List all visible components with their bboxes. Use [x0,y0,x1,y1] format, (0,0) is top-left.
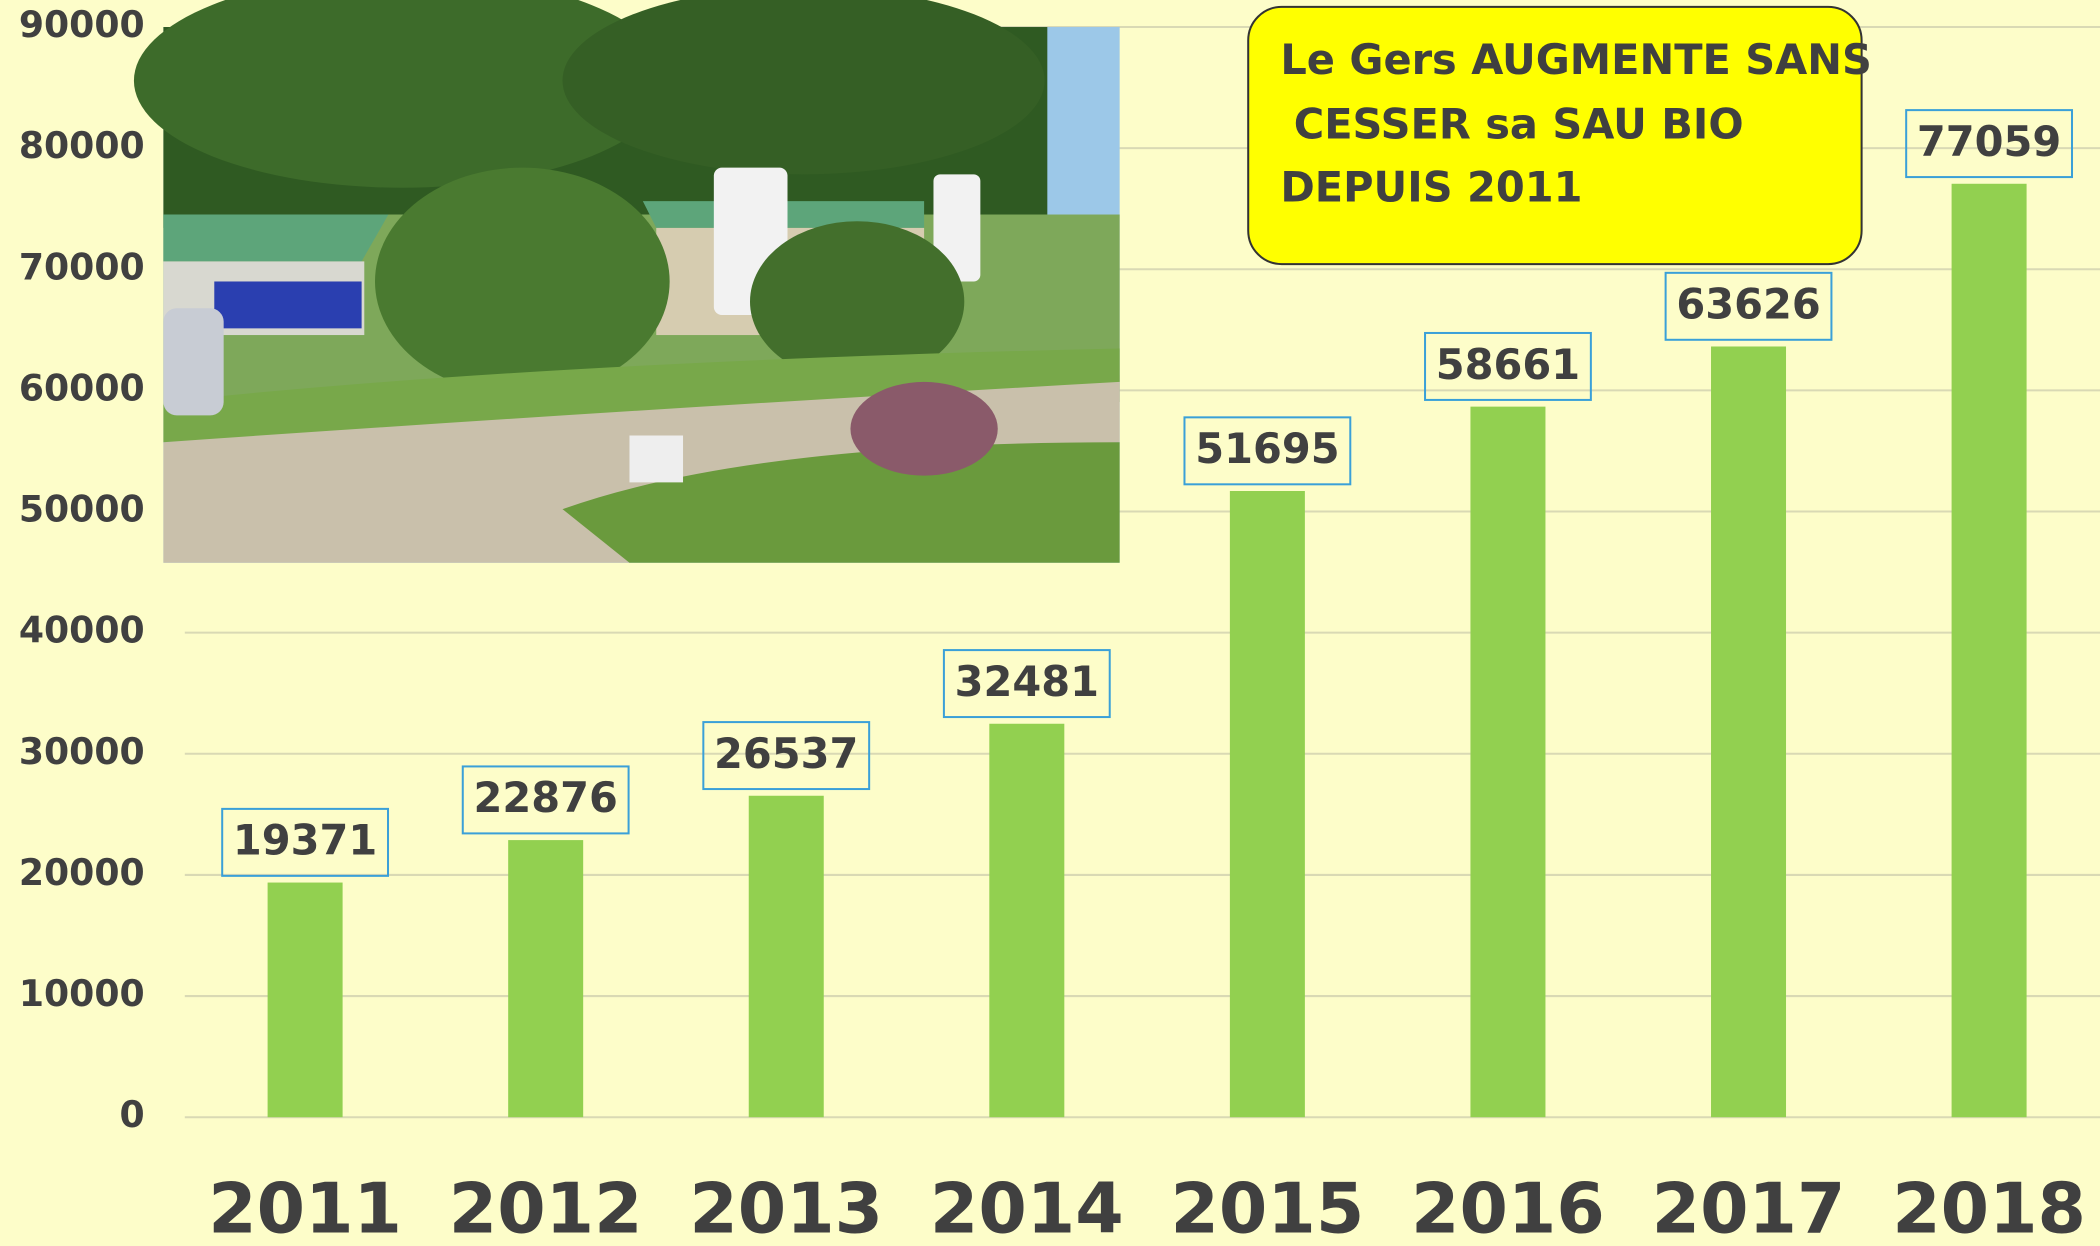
value-label: 77059 [1917,117,2061,166]
value-label: 51695 [1195,424,1339,473]
y-tick-label: 50000 [19,488,145,531]
y-tick-label: 10000 [19,972,145,1015]
shrub [850,381,998,476]
y-tick-label: 80000 [19,124,145,167]
car [163,308,224,416]
tree [562,0,1045,175]
bar [1951,183,2027,1118]
roof [163,214,389,262]
value-label-box [702,721,871,791]
x-tick-label: 2018 [1892,1169,2086,1246]
value-label: 32481 [955,657,1099,706]
y-tick-label: 0 [119,1093,144,1136]
value-label: 26537 [714,729,858,778]
x-tick-label: 2011 [208,1169,402,1246]
bar [748,795,824,1118]
tree [375,167,670,396]
value-label: 58661 [1436,340,1580,389]
value-label: 19371 [233,816,377,865]
bar [267,882,343,1118]
bar [508,840,584,1118]
bar [1711,346,1787,1118]
y-tick-label: 30000 [19,730,145,773]
value-label: 63626 [1676,280,1820,329]
x-tick-label: 2014 [930,1169,1124,1246]
annotation-line: CESSER sa SAU BIO [1294,99,1744,148]
bar [989,723,1065,1118]
value-label-box [1905,109,2074,179]
value-label-box [1424,331,1592,401]
silo [933,174,981,282]
planter [629,435,684,483]
lawn [562,442,1120,563]
bars: 19371 22876 26537 32481 51695 58661 63626 77059 [221,109,2074,1118]
y-tick-label: 70000 [19,245,145,288]
value-label-box [1183,416,1352,486]
y-tick-label: 20000 [19,851,145,894]
x-tick-label: 2017 [1652,1169,1846,1246]
x-tick-label: 2013 [689,1169,883,1246]
y-tick-label: 60000 [19,366,145,409]
bar [1470,406,1546,1118]
value-label-box [221,807,390,877]
value-label-box [1664,271,1833,341]
photo [134,0,1120,563]
annotation-box [1247,5,1863,266]
annotation-line: DEPUIS 2011 [1280,162,1582,211]
bar [1229,491,1305,1118]
tree [750,221,965,382]
y-tick-label: 90000 [19,3,145,46]
x-tick-label: 2016 [1411,1169,1605,1246]
lawn [163,348,1120,443]
value-label-box [461,765,630,835]
annotation-line: Le Gers AUGMENTE SANS [1280,35,1872,84]
value-label-box [942,649,1111,719]
x-tick-label: 2012 [449,1169,643,1246]
window [214,281,362,329]
value-label: 22876 [473,773,617,822]
y-tick-label: 40000 [19,609,145,652]
x-tick-label: 2015 [1170,1169,1364,1246]
tree [134,0,670,188]
